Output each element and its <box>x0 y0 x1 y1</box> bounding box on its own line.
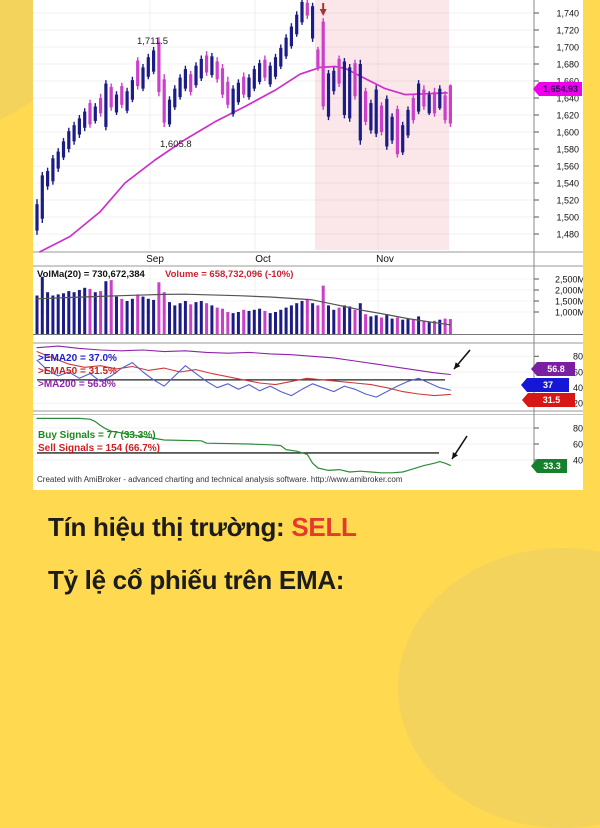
price-axis-label: 1,640 <box>556 93 579 103</box>
amibroker-chart-card: 1,740 1,720 1,700 1,680 1,660 1,640 1,620 1,600… <box>33 0 583 490</box>
breadth-line-MA200 <box>36 345 451 376</box>
breadth-axis-label: 80 <box>573 352 583 362</box>
volma-label: VolMa(20) = 730,672,384 <box>37 269 146 280</box>
axis-value-badge-label: 37 <box>543 380 553 390</box>
price-axis-label: 1,680 <box>556 59 579 69</box>
price-axis-label: 1,580 <box>556 144 579 154</box>
annotation-arrowhead <box>454 362 461 369</box>
breadth-axis-label: 60 <box>573 367 583 377</box>
price-axis-label: 1,500 <box>556 212 579 222</box>
breadth-axis-label: 20 <box>573 399 583 409</box>
signals-axis-label: 80 <box>573 423 583 433</box>
axis-value-badge <box>521 378 569 392</box>
swing-label: 1,711.5 <box>137 36 168 47</box>
annotation-arrowhead <box>452 452 458 459</box>
axis-value-badge-label: 1,654.93 <box>543 84 578 94</box>
volume-label: Volume = 658,732,096 (-10%) <box>165 269 293 280</box>
amibroker-chart-svg: 1,740 1,720 1,700 1,680 1,660 1,640 1,620 1,600… <box>33 0 583 484</box>
axis-value-badge <box>531 362 575 376</box>
signals-label: Sell Signals = 154 (66.7%) <box>38 443 160 454</box>
signals-label: Buy Signals = 77 (33.3%) <box>38 430 156 441</box>
axis-value-badge-label: 33.3 <box>543 461 561 471</box>
volume-axis-label: 2,500M <box>555 274 583 284</box>
axis-value-badge <box>533 82 582 96</box>
volume-axis-label: 2,000M <box>555 285 583 295</box>
axis-value-badge <box>531 459 567 473</box>
breadth-label: >MA200 = 56.8% <box>38 379 116 390</box>
price-axis-label: 1,480 <box>556 229 579 239</box>
signals-axis-label: 60 <box>573 439 583 449</box>
axis-value-badge <box>522 393 575 407</box>
swing-label: 1,605.8 <box>160 139 192 150</box>
signals-line <box>36 417 451 474</box>
month-label: Sep <box>146 254 164 265</box>
amibroker-footer: Created with AmiBroker - advanced charti… <box>37 475 403 484</box>
price-axis-label: 1,540 <box>556 178 579 188</box>
price-axis-label: 1,520 <box>556 195 579 205</box>
price-axis-label: 1,560 <box>556 161 579 171</box>
axis-value-badge-label: 31.5 <box>543 395 561 405</box>
price-axis-label: 1,620 <box>556 110 579 120</box>
drop-marker-icon <box>319 9 327 16</box>
breadth-label: >EMA50 = 31.5% <box>38 366 117 377</box>
ema-ratio-label: Tỷ lệ cổ phiếu trên EMA: <box>48 565 345 595</box>
price-axis-label: 1,600 <box>556 127 579 137</box>
market-signal-label: Tín hiệu thị trường: <box>48 512 285 542</box>
price-axis-label: 1,660 <box>556 76 579 86</box>
price-axis-label: 1,720 <box>556 25 579 35</box>
breadth-line-EMA50 <box>36 351 451 397</box>
breadth-label: >EMA20 = 37.0% <box>38 353 117 364</box>
month-label: Nov <box>376 254 394 265</box>
market-signal-caption: Tín hiệu thị trường: SELL <box>48 511 357 543</box>
price-axis-label: 1,700 <box>556 42 579 52</box>
axis-value-badge-label: 56.8 <box>547 364 565 374</box>
market-signal-value: SELL <box>291 512 357 542</box>
ema-ratio-caption: Tỷ lệ cổ phiếu trên EMA: <box>48 564 344 596</box>
breadth-axis-label: 40 <box>573 383 583 393</box>
month-label: Oct <box>255 254 271 265</box>
volume-axis-label: 1,000M <box>555 307 583 317</box>
decorative-blob-bottom-right <box>398 548 600 828</box>
volume-ma-line <box>36 293 451 326</box>
price-axis-label: 1,740 <box>556 8 579 18</box>
signals-axis-label: 40 <box>573 455 583 465</box>
breadth-line-EMA20 <box>36 359 451 398</box>
volume-axis-label: 1,500M <box>555 296 583 306</box>
price-ma-line <box>39 65 448 253</box>
